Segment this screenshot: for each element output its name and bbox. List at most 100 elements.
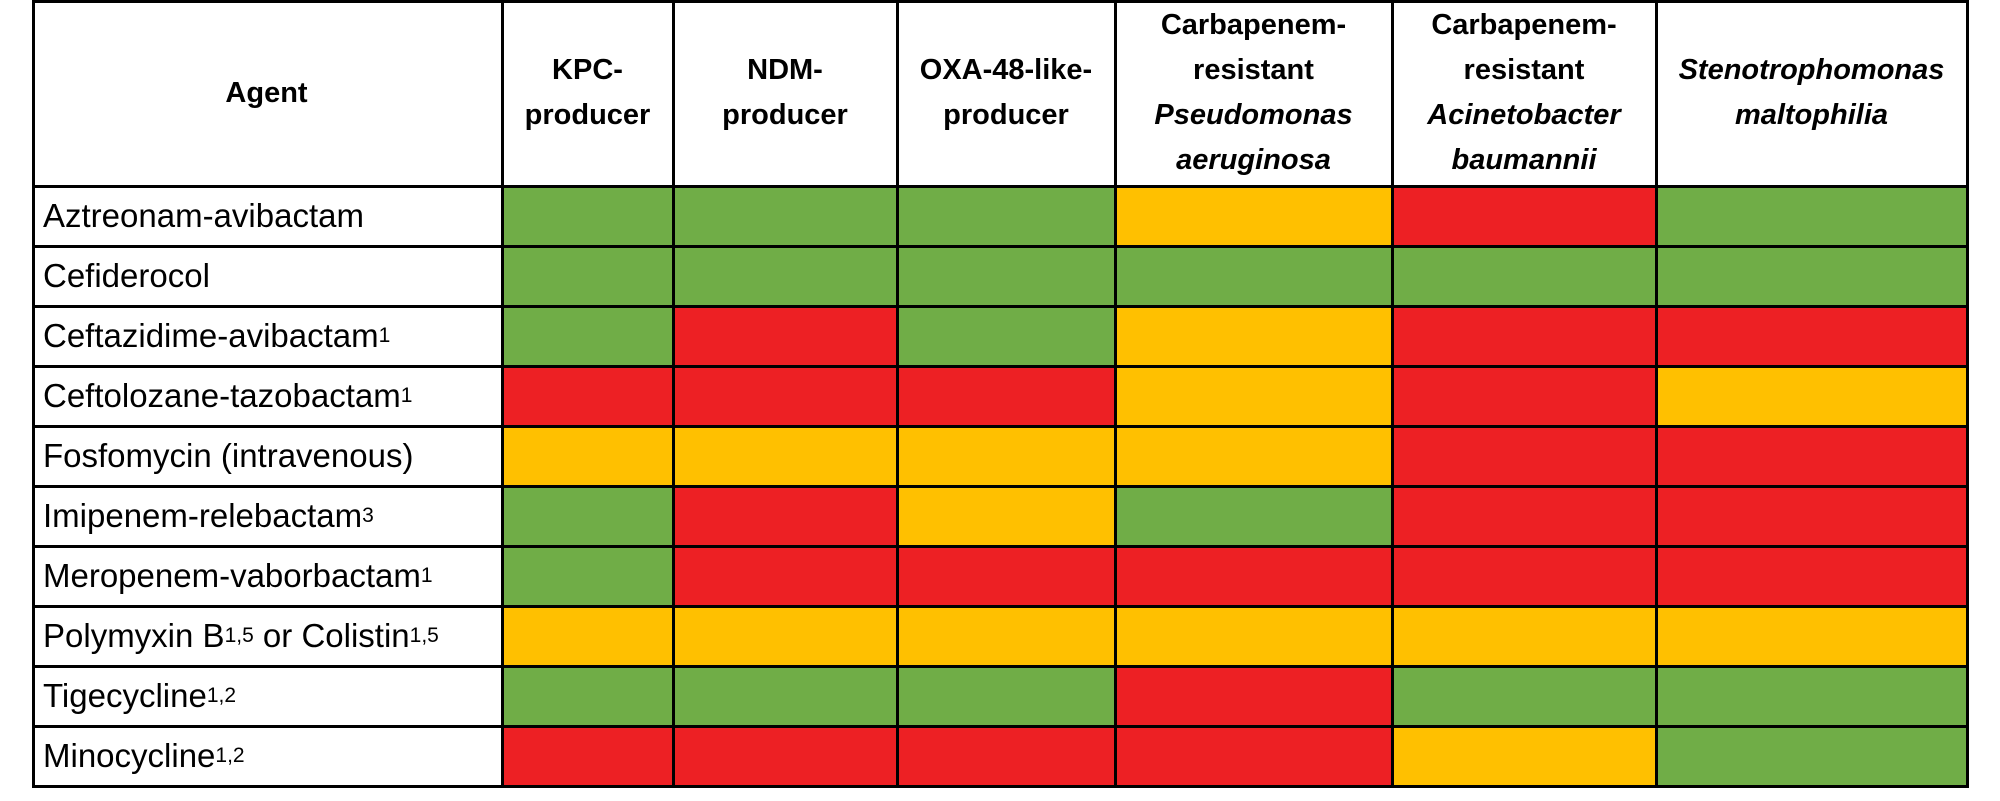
grid-line-vertical <box>672 0 675 787</box>
grid-line-horizontal <box>32 545 1969 548</box>
column-header-line: producer <box>524 99 651 131</box>
activity-cell-yellow <box>1115 606 1392 666</box>
column-header-line: resistant <box>1193 54 1314 86</box>
grid-line-horizontal <box>32 665 1969 668</box>
activity-cell-yellow <box>1392 726 1656 786</box>
activity-cell-yellow <box>1656 606 1967 666</box>
agent-name: Aztreonam-avibactam <box>33 186 502 246</box>
activity-cell-green <box>1115 246 1392 306</box>
activity-cell-yellow <box>673 426 897 486</box>
activity-cell-green <box>1656 726 1967 786</box>
activity-cell-yellow <box>897 426 1115 486</box>
agent-name-text: Minocycline <box>43 737 216 774</box>
column-header-line: resistant <box>1463 54 1585 86</box>
agent-header-label: Agent <box>225 76 308 109</box>
column-header-line: aeruginosa <box>1176 144 1331 176</box>
column-header-line: producer <box>722 99 848 131</box>
column-header: Stenotrophomonas maltophilia <box>1656 0 1967 186</box>
activity-cell-green <box>502 666 673 726</box>
grid-line-vertical <box>1655 0 1658 787</box>
column-header-line: KPC- <box>552 54 623 86</box>
activity-cell-green <box>502 186 673 246</box>
activity-cell-red <box>673 486 897 546</box>
agent-name: Meropenem-vaborbactam 1 <box>43 557 433 594</box>
column-header: NDM-producer <box>673 0 897 186</box>
activity-cell-green <box>1115 486 1392 546</box>
column-header-line: Acinetobacter <box>1427 99 1621 131</box>
column-header-line: NDM- <box>747 54 823 86</box>
activity-cell-red <box>1115 666 1392 726</box>
agent-name-text: Fosfomycin (intravenous) <box>43 437 414 474</box>
activity-cell-red <box>1392 426 1656 486</box>
activity-cell-green <box>502 306 673 366</box>
activity-cell-red <box>1115 546 1392 606</box>
grid-line-vertical <box>501 0 504 787</box>
grid-line-horizontal <box>32 305 1969 308</box>
activity-cell-green <box>673 186 897 246</box>
grid-line-vertical <box>1114 0 1117 787</box>
activity-cell-green <box>1392 246 1656 306</box>
activity-cell-red <box>1656 306 1967 366</box>
agent-name-text: Imipenem-relebactam <box>43 497 363 534</box>
grid-line-vertical <box>1966 0 1969 787</box>
agent-name-text: Aztreonam-avibactam <box>43 197 364 234</box>
grid-line-horizontal <box>32 185 1969 188</box>
activity-cell-green <box>1392 666 1656 726</box>
activity-cell-red <box>673 306 897 366</box>
grid-line-horizontal <box>32 725 1969 728</box>
activity-cell-red <box>1656 426 1967 486</box>
column-header: Carbapenem-resistant Acinetobacter baumann… <box>1392 0 1656 186</box>
activity-cell-yellow <box>1656 366 1967 426</box>
activity-cell-green <box>897 246 1115 306</box>
activity-cell-yellow <box>1115 366 1392 426</box>
grid-line-vertical <box>896 0 899 787</box>
activity-cell-red <box>502 366 673 426</box>
activity-cell-green <box>502 546 673 606</box>
activity-cell-green <box>502 246 673 306</box>
activity-cell-red <box>1392 186 1656 246</box>
column-header-line: Pseudomonas <box>1154 99 1353 131</box>
column-header-line: OXA-48-like- <box>919 54 1093 86</box>
agent-name: Tigecycline 1,2 <box>43 677 237 714</box>
column-header-line: maltophilia <box>1734 99 1889 131</box>
activity-cell-red <box>1392 306 1656 366</box>
column-header: Carbapenem-resistant Pseudomonas aeruginos… <box>1115 0 1392 186</box>
agent-column-header: Agent <box>33 0 500 186</box>
activity-cell-yellow <box>1392 606 1656 666</box>
activity-cell-green <box>897 306 1115 366</box>
grid-line-vertical <box>1391 0 1394 787</box>
agent-name-text: Tigecycline <box>43 677 207 714</box>
grid-line-horizontal <box>32 485 1969 488</box>
grid-line-horizontal <box>32 365 1969 368</box>
activity-cell-yellow <box>673 606 897 666</box>
activity-cell-red <box>897 366 1115 426</box>
activity-cell-green <box>673 246 897 306</box>
activity-cell-red <box>897 726 1115 786</box>
agent-name-text: Cefiderocol <box>43 257 210 294</box>
activity-cell-green <box>502 486 673 546</box>
column-header-line: Stenotrophomonas <box>1678 54 1945 86</box>
grid-line-horizontal <box>32 245 1969 248</box>
activity-cell-red <box>1115 726 1392 786</box>
agent-name: Minocycline 1,2 <box>43 737 245 774</box>
activity-cell-green <box>1656 666 1967 726</box>
activity-cell-yellow <box>502 426 673 486</box>
agent-name-text: Polymyxin B <box>43 617 225 654</box>
activity-cell-green <box>673 666 897 726</box>
activity-cell-red <box>1392 486 1656 546</box>
agent-name-text: or Colistin <box>253 617 410 654</box>
activity-cell-red <box>1392 546 1656 606</box>
activity-cell-yellow <box>1115 426 1392 486</box>
agent-name-text: Ceftolozane-tazobactam <box>43 377 401 414</box>
activity-cell-red <box>502 726 673 786</box>
activity-cell-yellow <box>897 606 1115 666</box>
activity-cell-yellow <box>1115 306 1392 366</box>
column-header-line: Carbapenem- <box>1431 9 1617 41</box>
activity-cell-red <box>1656 546 1967 606</box>
agent-name: Imipenem-relebactam 3 <box>43 497 374 534</box>
activity-cell-red <box>673 726 897 786</box>
activity-cell-red <box>673 366 897 426</box>
column-header-line: baumannii <box>1451 144 1597 176</box>
agent-name: Cefiderocol <box>33 246 502 306</box>
